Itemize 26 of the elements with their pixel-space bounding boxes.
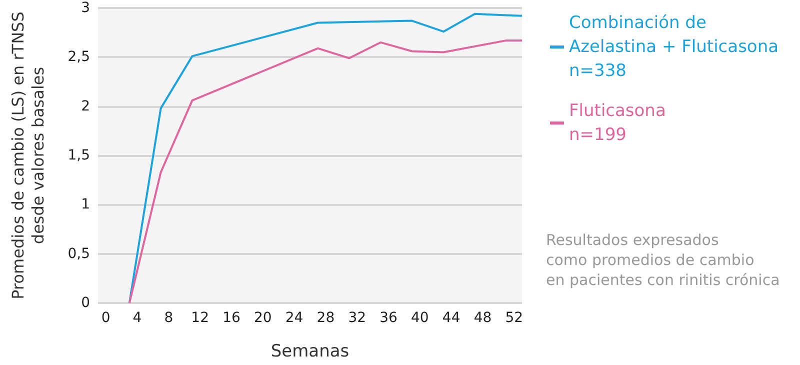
x-tick-label: 20 [254,310,272,326]
x-tick-label: 24 [285,310,304,326]
y-tick-label: 2 [81,98,90,114]
legend-label: Combinación de Azelastina + Fluticasona n=338 [569,13,779,81]
y-tick-label: 3 [81,0,90,16]
x-tick-label: 32 [348,310,366,326]
x-tick-label: 40 [411,310,429,326]
y-axis-title: Promedios de cambio (LS) en rTNSS desde valores basales [8,12,48,300]
text: Resultados expresados como promedios de cambio en pacientes con rinitis crónica [546,231,780,289]
y-tick-label: 1,5 [68,148,90,164]
x-tick-label: 16 [222,310,240,326]
x-tick-label: 44 [442,310,460,326]
x-tick-label: 8 [164,310,174,326]
legend-label: Fluticasona n=199 [569,101,666,145]
y-tick-label: 1 [81,196,90,213]
x-tick-label: 0 [101,310,110,326]
x-tick-label: 4 [132,310,142,326]
x-tick-label: 36 [380,310,398,326]
y-tick-label: 0,5 [68,246,90,262]
x-tick-label: 48 [474,310,492,326]
x-tick-label: 28 [316,310,335,326]
x-tick-label: 52 [505,310,524,326]
y-tick-label: 2,5 [68,49,90,66]
x-tick-label: 12 [191,310,209,326]
x-axis-title: Semanas [270,342,350,362]
y-tick-label: 0 [81,295,90,311]
